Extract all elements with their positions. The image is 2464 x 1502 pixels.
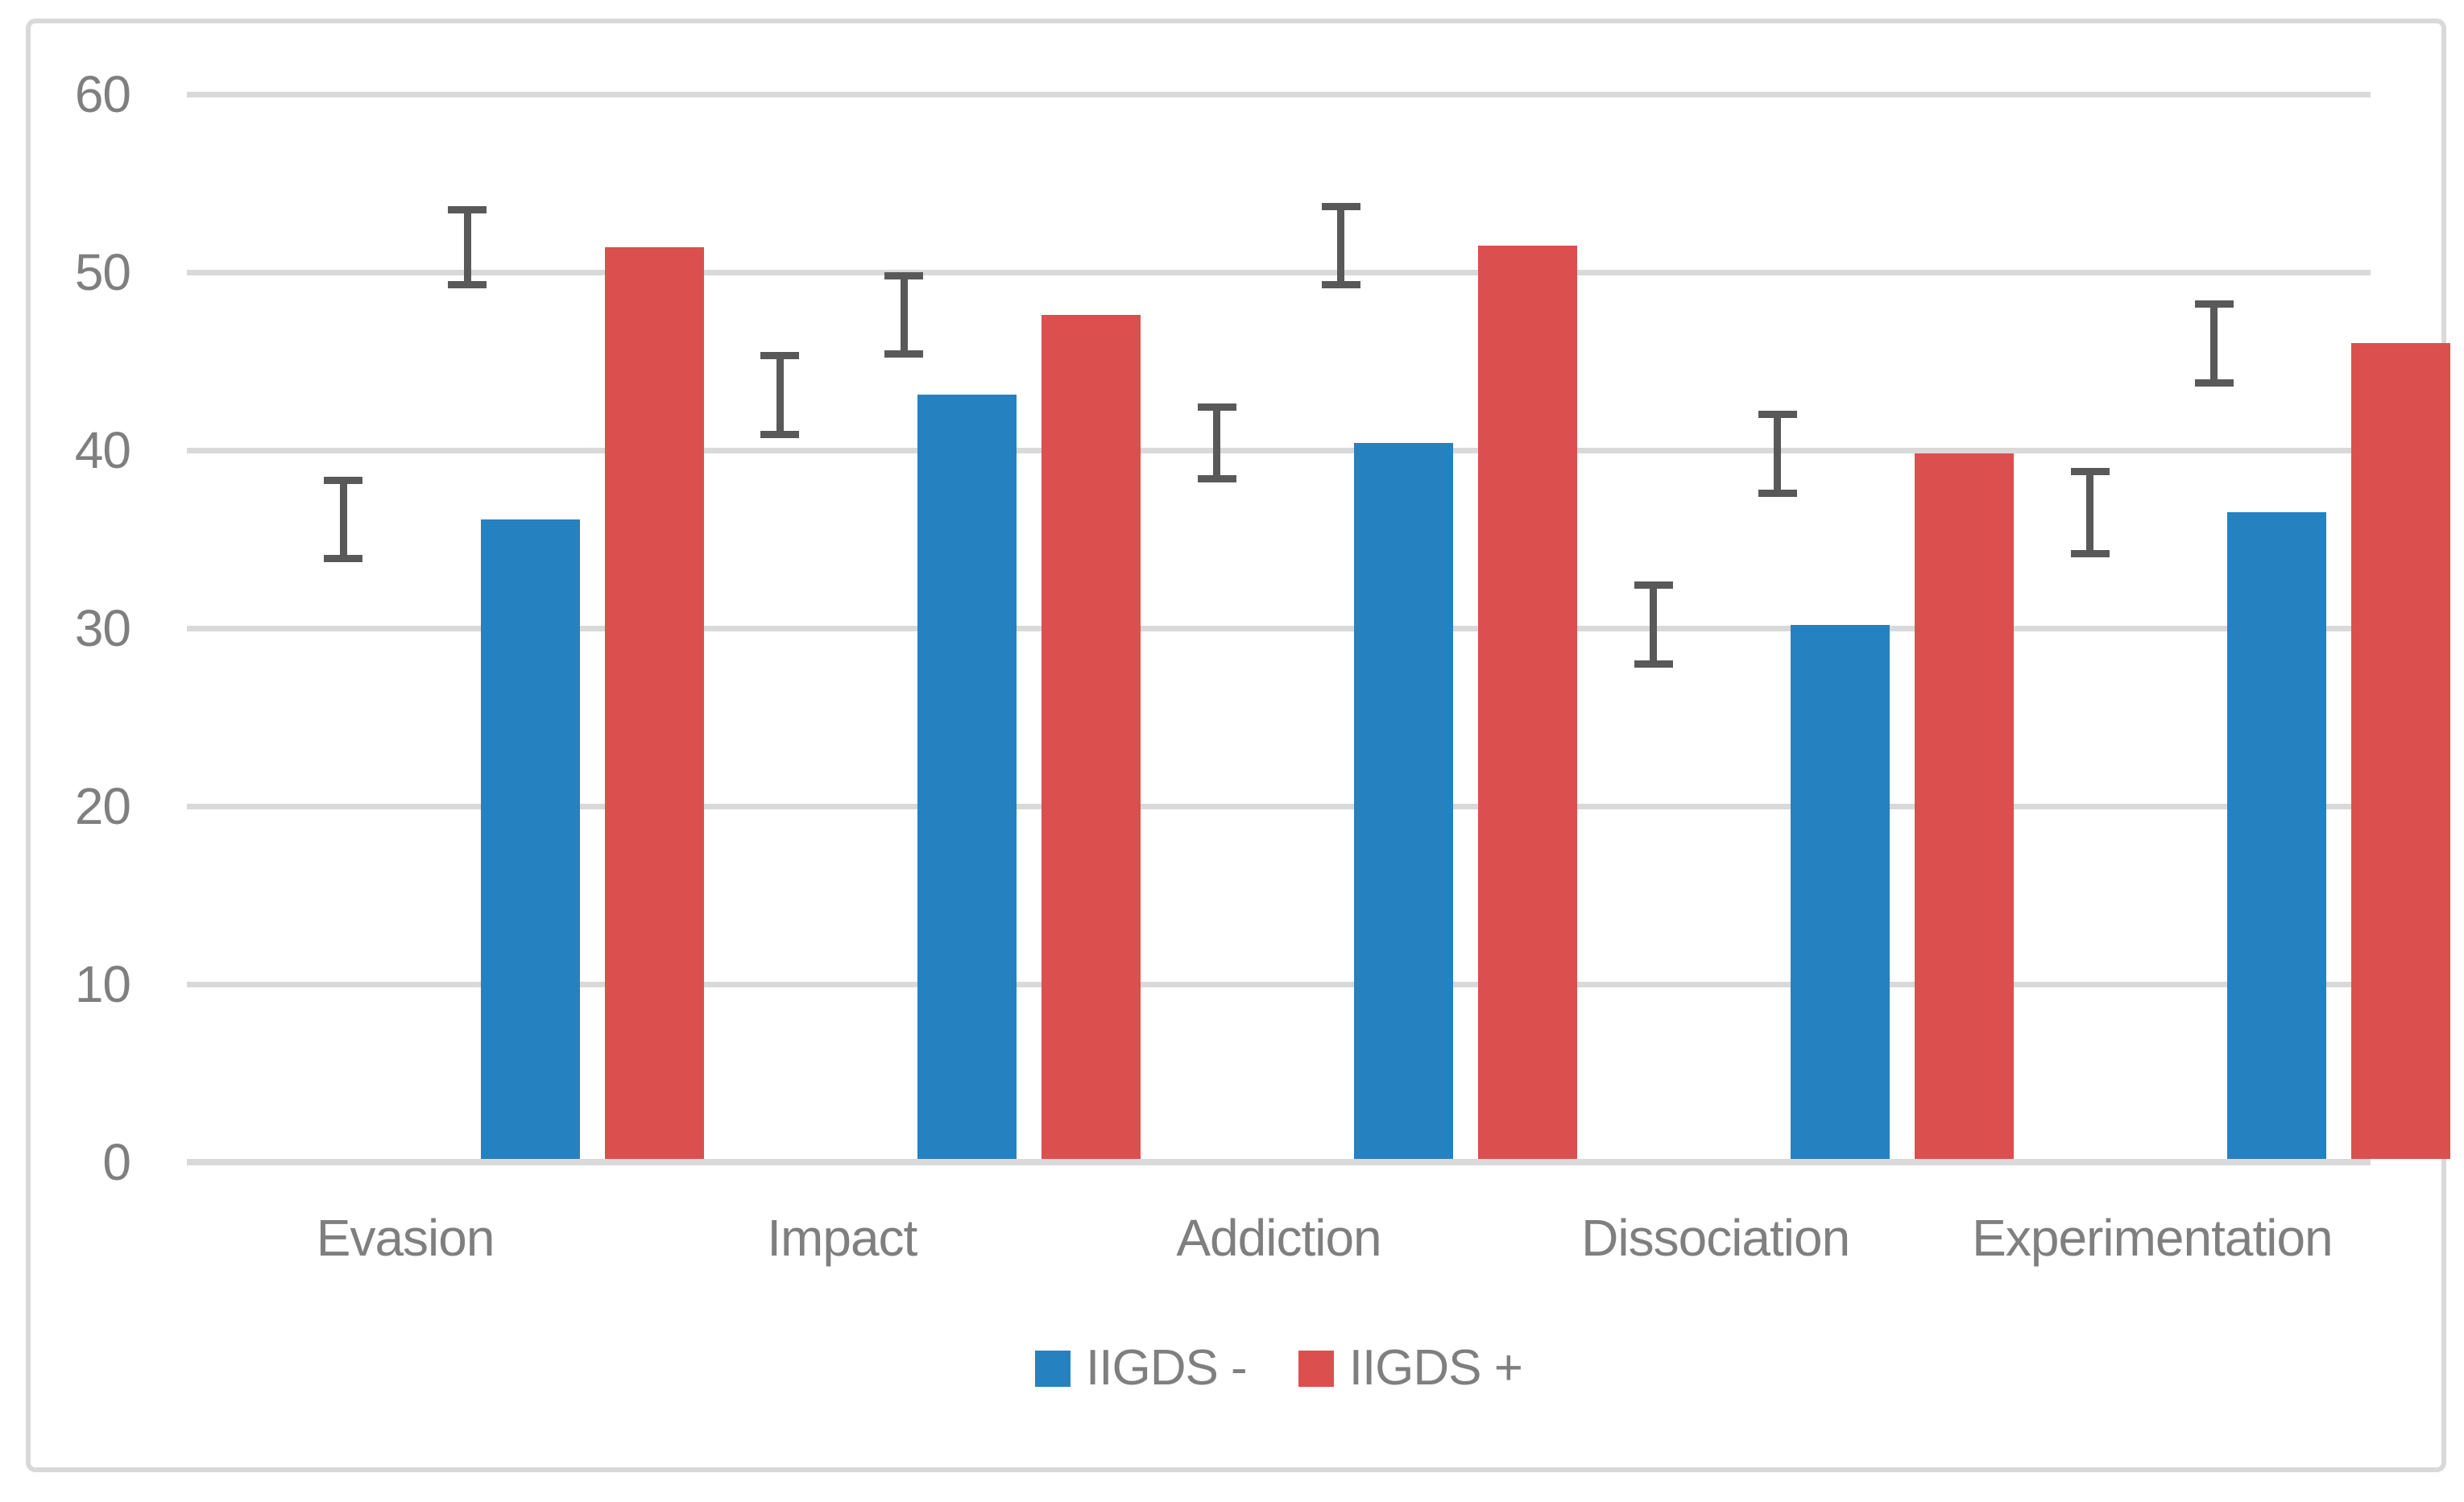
gridline — [187, 625, 2371, 631]
x-axis-category-label-impact: Impact — [767, 1209, 917, 1267]
error-bar-part — [1650, 585, 1658, 664]
error-bar-part — [2086, 471, 2094, 554]
legend-swatch-iigds-minus — [1035, 1350, 1071, 1387]
x-axis-category-label-dissociation: Dissociation — [1581, 1209, 1850, 1267]
error-bar-part — [884, 350, 924, 358]
bar-iigds-plus-dissociation — [1915, 453, 2015, 1159]
error-bar-part — [1634, 581, 1673, 590]
error-bar-part — [2070, 549, 2110, 557]
legend: IIGDS - IIGDS + — [187, 1343, 2371, 1393]
bar-iigds-plus-impact — [1041, 315, 1141, 1159]
error-bar-part — [760, 430, 800, 438]
y-axis-tick-label: 10 — [74, 955, 131, 1013]
x-axis-category-label-experimentation: Experimentation — [1972, 1209, 2333, 1267]
y-axis-tick-label: 0 — [102, 1133, 131, 1191]
error-bar-part — [1197, 474, 1236, 482]
legend-item-iigds-plus: IIGDS + — [1298, 1340, 1523, 1396]
gridline — [187, 91, 2371, 97]
error-bar-part — [2194, 300, 2234, 308]
bar-iigds-plus-addiction — [1478, 245, 1577, 1159]
plot-area — [187, 91, 2451, 1165]
x-axis-baseline — [187, 1159, 2371, 1165]
error-bar-part — [1321, 280, 1360, 288]
error-bar-part — [1758, 489, 1797, 497]
x-axis-category-label-evasion: Evasion — [316, 1209, 495, 1267]
x-axis-category-label-addiction: Addiction — [1176, 1209, 1381, 1267]
error-bar-part — [324, 477, 363, 485]
error-bar-part — [448, 206, 487, 214]
legend-swatch-iigds-plus — [1298, 1350, 1334, 1387]
error-bar-part — [2210, 304, 2218, 383]
error-bar-part — [339, 480, 347, 559]
bar-iigds-minus-addiction — [1354, 443, 1453, 1159]
error-bar-part — [1213, 407, 1220, 479]
error-bar-part — [463, 209, 471, 285]
error-bar-part — [2194, 379, 2234, 387]
error-bar-part — [1758, 411, 1797, 419]
error-bar-part — [884, 271, 924, 279]
gridline — [187, 803, 2371, 809]
error-bar-part — [324, 555, 363, 563]
error-bar-part — [1321, 202, 1360, 210]
gridline — [187, 269, 2371, 275]
y-axis-tick-label: 30 — [74, 599, 131, 657]
y-axis-tick-label: 50 — [74, 243, 131, 301]
legend-label: IIGDS + — [1348, 1340, 1523, 1396]
legend-item-iigds-minus: IIGDS - — [1035, 1340, 1248, 1396]
error-bar-part — [1197, 403, 1236, 412]
bar-iigds-minus-experimentation — [2227, 512, 2327, 1159]
error-bar-part — [776, 355, 784, 435]
gridline — [187, 981, 2371, 987]
error-bar-part — [760, 352, 800, 360]
error-bar-part — [1337, 206, 1344, 285]
y-axis-tick-label: 60 — [74, 65, 131, 123]
y-axis-tick-label: 20 — [74, 777, 131, 835]
error-bar-part — [900, 275, 908, 354]
bar-iigds-minus-impact — [917, 395, 1017, 1159]
bar-iigds-plus-evasion — [604, 247, 704, 1159]
legend-label: IIGDS - — [1086, 1340, 1248, 1396]
gridline — [187, 447, 2371, 453]
bar-iigds-plus-experimentation — [2351, 343, 2451, 1159]
error-bar-part — [2070, 468, 2110, 476]
bar-iigds-minus-evasion — [480, 519, 580, 1159]
bar-iigds-minus-dissociation — [1791, 624, 1890, 1159]
error-bar-part — [1774, 414, 1782, 494]
y-axis-tick-label: 40 — [74, 421, 131, 479]
error-bar-part — [448, 280, 487, 288]
error-bar-part — [1634, 660, 1673, 668]
